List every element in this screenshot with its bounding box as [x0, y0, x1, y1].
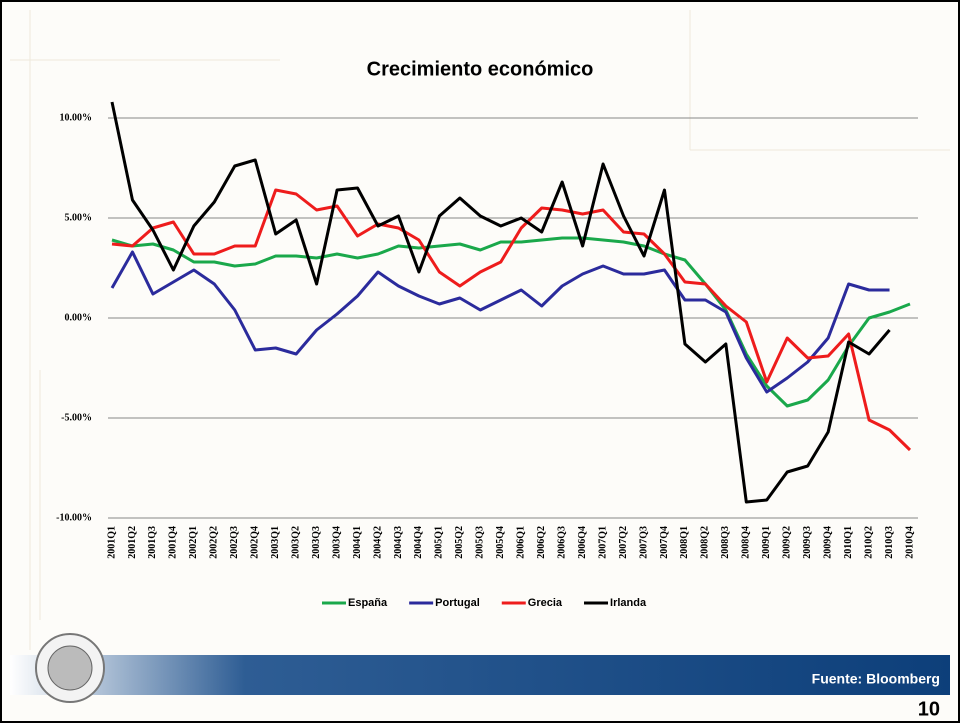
x-tick-label: 2001Q1 [106, 526, 117, 559]
x-tick-label: 2009Q1 [761, 526, 772, 559]
x-tick-label: 2009Q3 [802, 526, 813, 559]
x-tick-label: 2001Q4 [168, 526, 179, 559]
x-tick-label: 2010Q4 [904, 526, 915, 559]
x-tick-label: 2004Q3 [393, 526, 404, 559]
x-tick-label: 2010Q1 [843, 526, 854, 559]
x-tick-label: 2009Q4 [822, 526, 833, 559]
x-tick-label: 2003Q3 [311, 526, 322, 559]
x-tick-label: 2004Q2 [372, 526, 383, 559]
x-tick-label: 2007Q1 [597, 526, 608, 559]
x-tick-label: 2006Q2 [536, 526, 547, 559]
y-tick-label: 0.00% [65, 312, 93, 323]
x-tick-label: 2002Q3 [229, 526, 240, 559]
x-tick-label: 2004Q4 [413, 526, 424, 559]
x-tick-label: 2008Q3 [720, 526, 731, 559]
legend-label: Grecia [528, 597, 563, 609]
x-tick-label: 2005Q3 [475, 526, 486, 559]
x-tick-label: 2003Q4 [331, 526, 342, 559]
page-number: 10 [918, 698, 940, 720]
y-tick-label: -10.00% [56, 512, 92, 523]
x-tick-label: 2010Q2 [863, 526, 874, 559]
footer-bar [10, 655, 950, 695]
x-tick-label: 2005Q1 [434, 526, 445, 559]
x-tick-label: 2006Q3 [556, 526, 567, 559]
x-tick-label: 2003Q2 [290, 526, 301, 559]
x-tick-label: 2008Q4 [741, 526, 752, 559]
series-line [111, 236, 911, 408]
x-tick-label: 2005Q4 [495, 526, 506, 559]
x-tick-label: 2006Q4 [577, 526, 588, 559]
legend-label: Irlanda [610, 597, 647, 609]
series-line [110, 250, 890, 394]
y-tick-label: 5.00% [65, 212, 93, 223]
x-tick-label: 2007Q2 [618, 526, 629, 559]
x-tick-label: 2008Q2 [700, 526, 711, 559]
x-tick-label: 2003Q1 [270, 526, 281, 559]
legend-label: Portugal [435, 597, 480, 609]
series-line [110, 101, 891, 504]
series-line [111, 188, 912, 452]
x-tick-label: 2006Q1 [516, 526, 527, 559]
x-tick-label: 2002Q1 [188, 526, 199, 559]
y-tick-label: -5.00% [61, 412, 92, 423]
x-tick-label: 2007Q3 [638, 526, 649, 559]
x-tick-label: 2002Q4 [250, 526, 261, 559]
x-tick-label: 2005Q2 [454, 526, 465, 559]
x-tick-label: 2007Q4 [659, 526, 670, 559]
y-tick-label: 10.00% [60, 112, 93, 123]
background-decoration [10, 10, 950, 650]
x-tick-label: 2001Q3 [147, 526, 158, 559]
source: Fuente: Bloomberg [812, 671, 940, 687]
chart-title: Crecimiento económico [367, 58, 594, 80]
logo-inner [47, 645, 93, 691]
x-tick-label: 2001Q2 [127, 526, 138, 559]
x-tick-label: 2009Q2 [782, 526, 793, 559]
x-tick-label: 2004Q1 [352, 526, 363, 559]
x-tick-label: 2008Q1 [679, 526, 690, 559]
x-tick-label: 2010Q3 [884, 526, 895, 559]
legend-label: España [348, 597, 388, 609]
x-tick-label: 2002Q2 [209, 526, 220, 559]
